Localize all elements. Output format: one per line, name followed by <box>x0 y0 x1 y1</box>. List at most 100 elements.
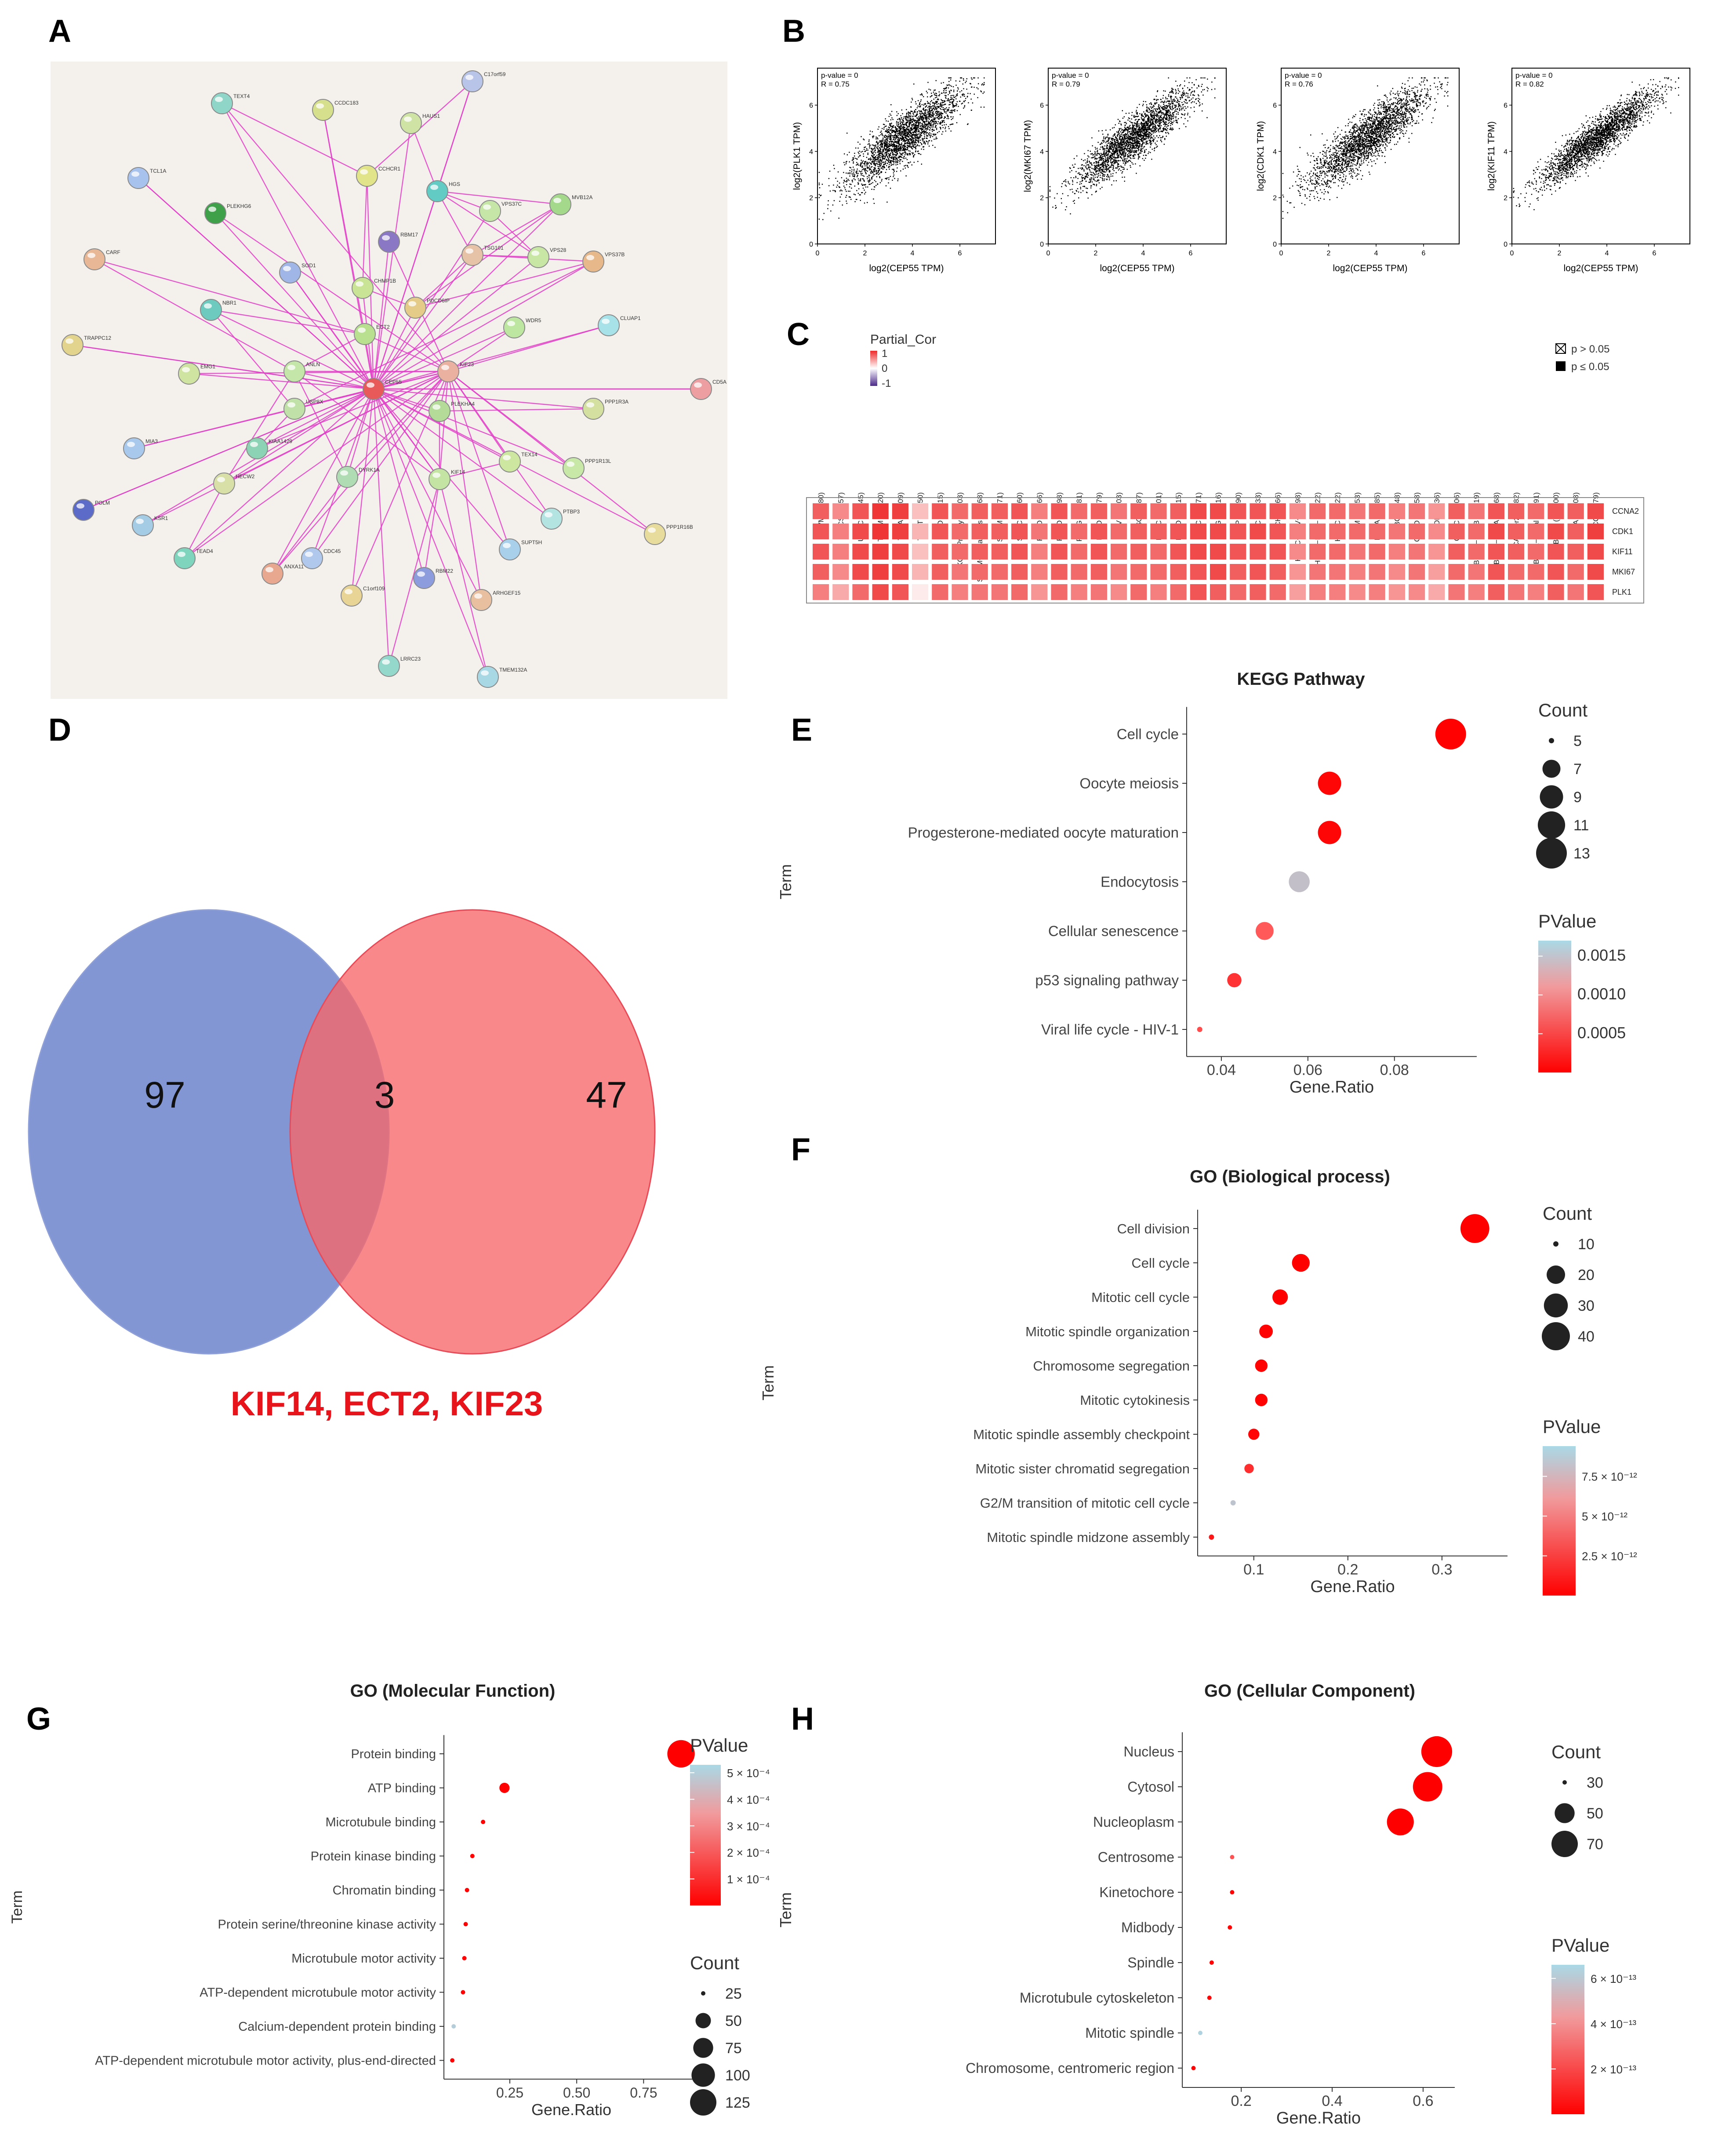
correlation-point <box>856 172 857 174</box>
network-node: PDCD6IP <box>404 297 450 319</box>
correlation-point <box>894 154 895 155</box>
correlation-point <box>1167 132 1169 133</box>
correlation-point <box>931 114 933 115</box>
correlation-point <box>934 123 936 124</box>
correlation-point <box>901 154 902 155</box>
correlation-point <box>903 158 905 159</box>
correlation-point <box>1144 124 1145 126</box>
correlation-point <box>1150 116 1152 118</box>
correlation-point <box>1082 178 1083 179</box>
correlation-point <box>1137 146 1139 148</box>
correlation-point <box>846 132 848 134</box>
correlation-point <box>901 148 902 149</box>
correlation-point <box>1130 145 1132 146</box>
correlation-point <box>1121 132 1123 134</box>
heatmap-cell <box>1190 503 1206 519</box>
correlation-point <box>971 109 972 111</box>
heatmap-cell <box>1011 503 1028 519</box>
correlation-point <box>905 135 907 136</box>
correlation-point <box>897 121 899 123</box>
correlation-point <box>1134 151 1136 153</box>
correlation-point <box>1183 93 1184 95</box>
correlation-point <box>1184 80 1185 82</box>
correlation-point <box>1144 113 1145 115</box>
correlation-point <box>950 97 952 98</box>
correlation-point <box>877 152 878 153</box>
correlation-point <box>897 123 899 124</box>
correlation-point <box>933 107 934 109</box>
correlation-point <box>1157 99 1159 100</box>
correlation-point <box>1151 137 1152 138</box>
correlation-point <box>892 179 893 181</box>
correlation-point <box>1148 118 1149 120</box>
heatmap-cell <box>1349 564 1366 580</box>
correlation-point <box>897 178 899 180</box>
correlation-point <box>902 149 904 150</box>
correlation-point <box>1135 128 1137 129</box>
correlation-point <box>892 141 894 142</box>
correlation-point <box>1141 138 1142 140</box>
partial-correlation-heatmap: Partial_Cor 1 0 -1 p > 0.05 p ≤ 0.05 UVM… <box>806 332 1644 604</box>
correlation-point <box>1130 151 1131 153</box>
correlation-point <box>916 125 918 126</box>
correlation-point <box>896 145 897 147</box>
correlation-point <box>1101 164 1103 165</box>
network-node-label: EMG1 <box>200 364 215 370</box>
correlation-point <box>907 147 908 149</box>
correlation-point <box>890 137 891 138</box>
correlation-point <box>931 110 933 112</box>
correlation-point <box>850 167 851 168</box>
correlation-point <box>913 123 915 124</box>
heatmap-cell <box>852 584 869 600</box>
correlation-point <box>935 117 937 119</box>
correlation-point <box>879 168 880 170</box>
correlation-point <box>871 155 872 156</box>
correlation-point <box>1106 166 1108 167</box>
heatmap-cell <box>852 503 869 519</box>
network-node: PLEKHG6 <box>204 202 251 224</box>
correlation-point <box>1137 130 1139 131</box>
heatmap-cell <box>1309 584 1326 600</box>
correlation-point <box>1155 122 1156 124</box>
correlation-point <box>917 151 919 152</box>
correlation-point <box>828 178 830 179</box>
correlation-point <box>867 149 868 151</box>
correlation-point <box>884 143 886 144</box>
correlation-point <box>945 98 947 99</box>
correlation-point <box>903 129 905 130</box>
network-node-label: VPS37B <box>605 251 625 258</box>
heatmap-cell <box>952 524 968 539</box>
correlation-point <box>900 146 901 147</box>
correlation-point <box>1108 149 1109 150</box>
correlation-point <box>1122 110 1123 112</box>
correlation-point <box>1134 138 1136 140</box>
correlation-point <box>922 115 923 116</box>
correlation-point <box>939 115 941 116</box>
correlation-point <box>1150 124 1151 126</box>
correlation-point <box>865 170 867 171</box>
correlation-point <box>1078 167 1079 169</box>
correlation-point <box>910 143 911 145</box>
correlation-point <box>1112 175 1113 177</box>
correlation-point <box>1101 186 1103 188</box>
correlation-point <box>887 135 889 137</box>
correlation-point <box>950 77 952 79</box>
correlation-point <box>923 138 924 140</box>
correlation-point <box>870 172 871 174</box>
correlation-point <box>837 171 839 173</box>
heatmap-cell <box>852 524 869 539</box>
correlation-point <box>927 120 929 122</box>
correlation-point <box>877 144 879 145</box>
correlation-point <box>899 129 900 131</box>
correlation-point <box>835 190 836 192</box>
network-edge <box>257 371 449 449</box>
correlation-point <box>888 160 889 162</box>
correlation-point <box>951 124 952 125</box>
heatmap-cell <box>1269 524 1286 539</box>
correlation-point <box>1193 106 1195 108</box>
correlation-point <box>923 114 924 116</box>
correlation-point <box>889 164 890 165</box>
size-legend-dot <box>1546 1265 1566 1284</box>
correlation-point <box>1132 138 1133 140</box>
correlation-point <box>1116 148 1118 149</box>
